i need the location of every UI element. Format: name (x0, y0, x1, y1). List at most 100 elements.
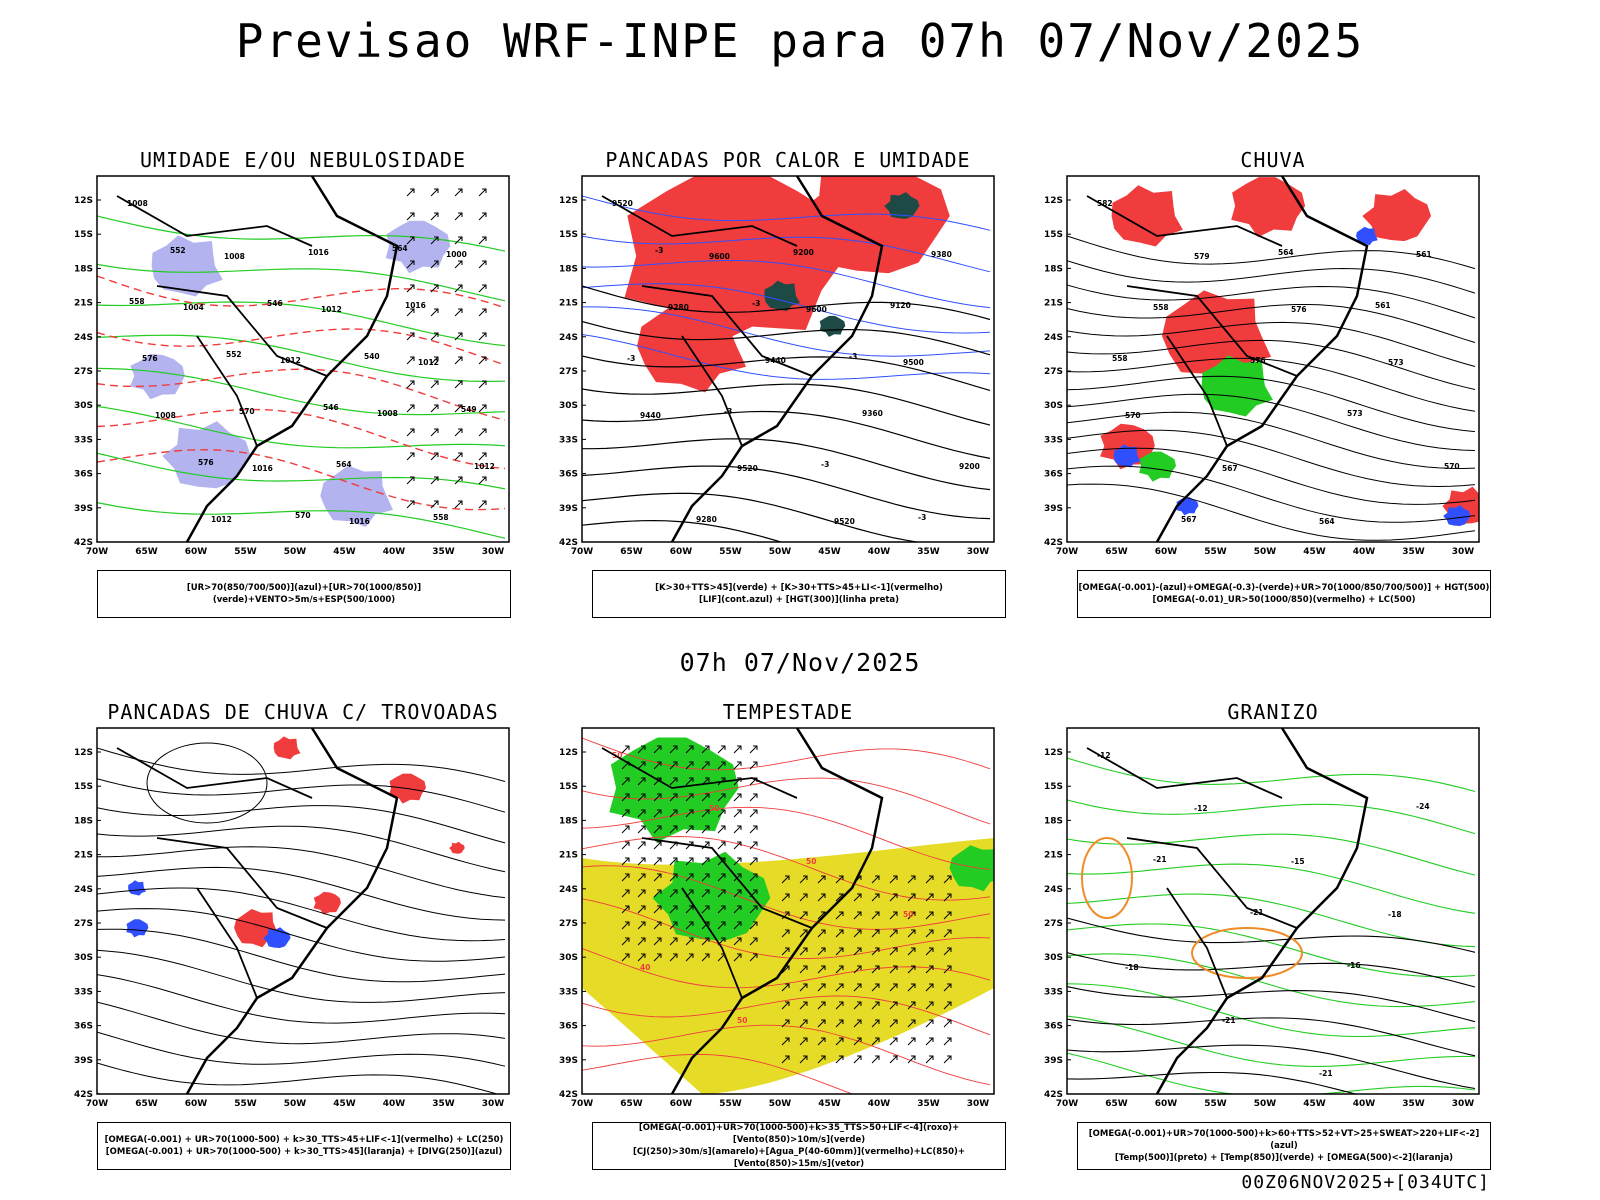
wind-vector (430, 260, 439, 269)
lat-tick-label: 12S (74, 196, 93, 206)
streamline (97, 1062, 499, 1094)
lat-tick-label: 15S (559, 230, 578, 240)
panel-title-tempestade: TEMPESTADE (722, 700, 854, 724)
wind-vector (781, 1019, 790, 1028)
wind-vector (653, 953, 662, 962)
lon-tick-label: 35W (1402, 547, 1425, 557)
lat-tick-label: 42S (74, 538, 93, 548)
contour-label: 50 (737, 1016, 747, 1025)
wind-vector (733, 953, 742, 962)
panel-title-trovoadas: PANCADAS DE CHUVA C/ TROVOADAS (107, 700, 499, 724)
contour-label: -21 (1222, 1016, 1236, 1025)
lat-tick-label: 18S (1044, 264, 1063, 274)
wind-vector (749, 857, 758, 866)
wind-vector (799, 1019, 808, 1028)
legend-line: [OMEGA(-0.001) + UR>70(1000-500) + k>30_… (104, 1135, 504, 1145)
contour-label: 561 (1416, 250, 1432, 259)
wind-vector (871, 875, 880, 884)
height-contour (582, 320, 991, 356)
wind-vector (853, 1055, 862, 1064)
wind-vector (799, 911, 808, 920)
wind-vector (701, 761, 710, 770)
geopotential-contour (1067, 483, 1476, 541)
temp500-contour (1067, 1017, 1476, 1057)
wind-vector (871, 893, 880, 902)
lon-tick-label: 45W (818, 1099, 841, 1109)
lat-tick-label: 36S (74, 1022, 93, 1032)
contour-label: 1016 (405, 301, 426, 310)
wind-vector (717, 793, 726, 802)
lon-tick-label: 70W (1056, 1099, 1079, 1109)
wind-vector (701, 809, 710, 818)
legend-umidade: [UR>70(850/700/500)](azul)+[UR>70(1000/8… (97, 570, 511, 618)
contour-label: 570 (1125, 411, 1141, 420)
wind-vector (406, 428, 415, 437)
lon-tick-label: 60W (670, 547, 693, 557)
contour-label: 50 (806, 857, 816, 866)
streamline (97, 887, 506, 942)
contour-label: 558 (1153, 303, 1169, 312)
wind-vector (478, 452, 487, 461)
lon-tick-label: 35W (432, 1099, 455, 1109)
map-content: -12-12-15-18-18-21-21-24-21-21-16 (1067, 728, 1476, 1094)
map-frame (1066, 175, 1480, 543)
wind-vector (925, 947, 934, 956)
wind-vector (669, 873, 678, 882)
wind-vector (637, 745, 646, 754)
water-vapor-contour-red (582, 1024, 991, 1086)
wind-vector (669, 825, 678, 834)
streamline (97, 747, 506, 782)
contour-label: 9280 (696, 515, 717, 524)
wind-vector (817, 1001, 826, 1010)
wind-vector (943, 875, 952, 884)
wind-vector (749, 841, 758, 850)
temp850-contour-green (1067, 799, 1476, 835)
lon-tick-label: 65W (620, 547, 643, 557)
contour-label: -3 (849, 352, 857, 361)
wind-vector (749, 873, 758, 882)
thickness-contour-red (97, 368, 506, 421)
instability-area-teal (819, 315, 846, 337)
lon-tick-label: 50W (284, 547, 307, 557)
contour-label: 579 (1194, 252, 1210, 261)
lon-tick-label: 65W (1105, 547, 1128, 557)
wind-vector (621, 809, 630, 818)
wind-vector (781, 1037, 790, 1046)
contour-label: -18 (1125, 963, 1139, 972)
temp850-contour-green (1067, 953, 1476, 1008)
map-frame (96, 727, 510, 1095)
map-frame (581, 175, 995, 543)
wind-vector (835, 929, 844, 938)
wind-vector (925, 1037, 934, 1046)
water-vapor-contour-red (582, 737, 991, 771)
lat-tick-label: 15S (1044, 230, 1063, 240)
wind-vector (430, 212, 439, 221)
wind-vector (749, 905, 758, 914)
wind-vector (871, 1019, 880, 1028)
wind-vector (454, 308, 463, 317)
wind-vector (943, 947, 952, 956)
contour-label: 570 (295, 511, 311, 520)
lat-tick-label: 39S (559, 1056, 578, 1066)
wind-vector (717, 809, 726, 818)
wind-vector (889, 929, 898, 938)
lat-tick-label: 24S (559, 333, 578, 343)
contour-label: 1012 (474, 462, 495, 471)
wind-vector (835, 1019, 844, 1028)
lat-tick-label: 30S (1044, 401, 1063, 411)
lon-tick-label: 55W (1204, 1099, 1227, 1109)
contour-label: 9380 (931, 250, 952, 259)
wind-vector (889, 983, 898, 992)
wind-vector (685, 857, 694, 866)
contour-label: 1016 (349, 517, 370, 526)
lat-tick-label: 24S (74, 885, 93, 895)
thickness-contour-red (97, 448, 506, 511)
wind-vector (701, 921, 710, 930)
wind-vector (637, 953, 646, 962)
wind-vector (717, 825, 726, 834)
legend-line: [LIF](cont.azul) + [HGT(300)](linha pret… (698, 595, 900, 605)
instability-area-red (637, 300, 747, 393)
wind-vector (637, 889, 646, 898)
instability-area-teal (884, 192, 920, 219)
lon-tick-label: 65W (135, 547, 158, 557)
